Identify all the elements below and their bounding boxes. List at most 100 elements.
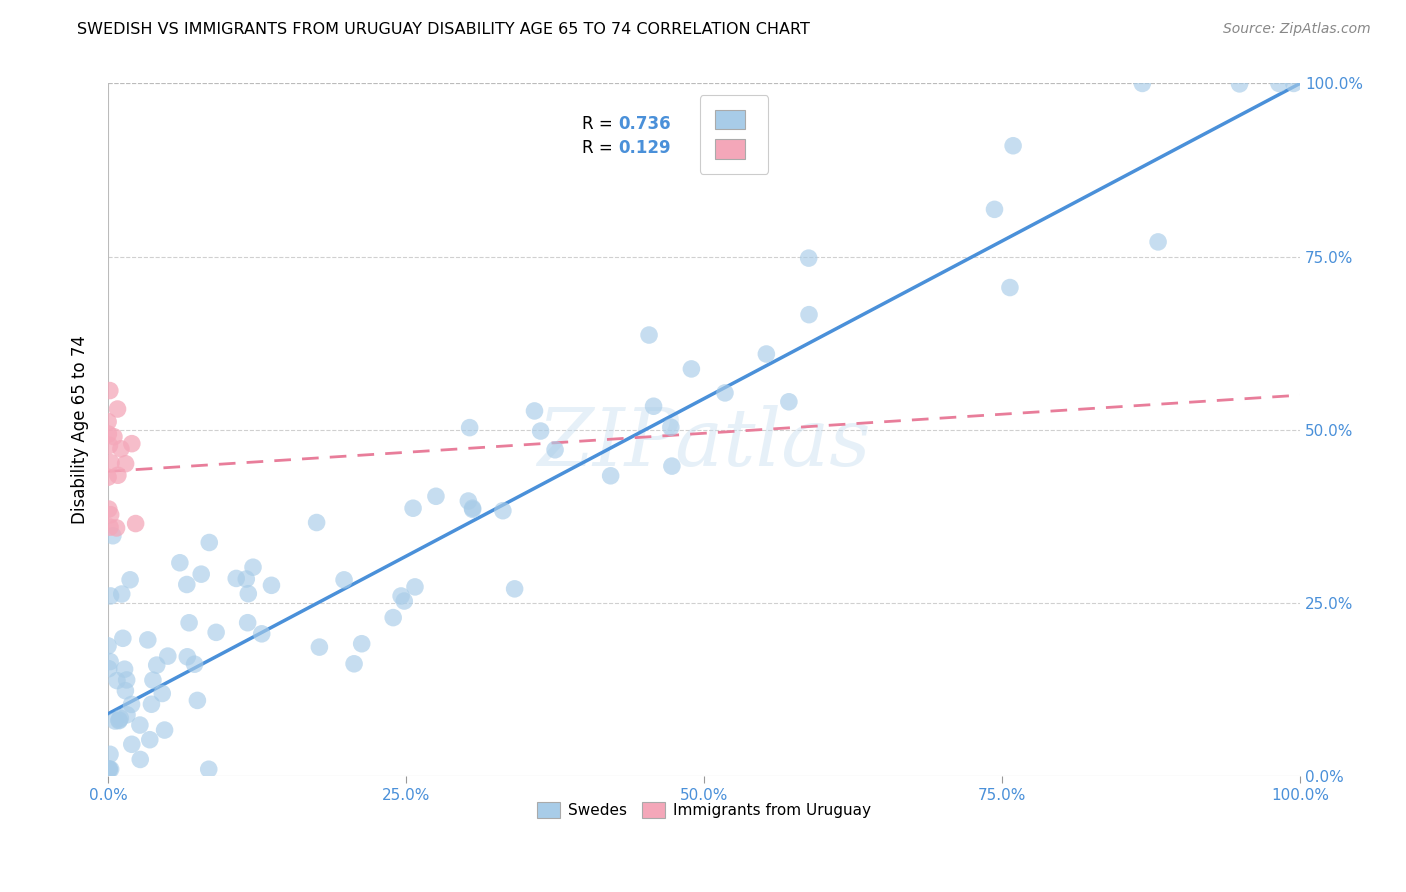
Point (186, 693, 208, 707)
Point (404, 580, 426, 594)
Point (350, 637, 373, 651)
Point (108, 713, 131, 727)
Text: 90: 90 (740, 114, 763, 133)
Point (120, 573, 142, 587)
Point (98, 384, 121, 398)
Point (98, 655, 121, 669)
Point (544, 442, 567, 457)
Point (115, 673, 138, 687)
Point (797, 308, 820, 322)
Point (97, 662, 120, 676)
Text: R =: R = (582, 114, 619, 133)
Point (177, 615, 200, 630)
Point (105, 521, 128, 535)
Point (153, 723, 176, 737)
Point (97, 639, 120, 653)
Y-axis label: Disability Age 65 to 74: Disability Age 65 to 74 (72, 335, 89, 524)
Point (169, 556, 191, 570)
Point (714, 385, 737, 400)
Point (100, 762, 122, 776)
Point (183, 657, 205, 672)
Point (308, 640, 330, 654)
Point (461, 502, 484, 516)
Point (97, 762, 120, 776)
Point (402, 501, 425, 516)
Text: R =: R = (582, 139, 619, 157)
Point (461, 501, 484, 516)
Point (797, 251, 820, 265)
Point (97, 470, 120, 484)
Point (205, 625, 228, 640)
Point (176, 649, 198, 664)
Point (136, 632, 159, 647)
Point (238, 587, 260, 601)
Point (139, 732, 162, 747)
Point (111, 587, 134, 601)
Point (458, 420, 481, 434)
Point (98, 438, 121, 452)
Point (1130, 77, 1153, 91)
Point (235, 572, 257, 586)
Point (523, 404, 546, 418)
Point (114, 457, 136, 471)
Point (1268, 77, 1291, 91)
Point (1147, 235, 1170, 249)
Point (100, 589, 122, 603)
Point (108, 714, 131, 728)
Point (115, 707, 138, 722)
Text: N =: N = (706, 139, 744, 157)
Point (104, 714, 127, 728)
Point (121, 436, 143, 450)
Point (150, 686, 173, 700)
Point (1282, 77, 1305, 91)
Point (638, 328, 661, 343)
Point (305, 516, 328, 530)
Point (190, 567, 212, 582)
Point (129, 752, 152, 766)
Text: SWEDISH VS IMMIGRANTS FROM URUGUAY DISABILITY AGE 65 TO 74 CORRELATION CHART: SWEDISH VS IMMIGRANTS FROM URUGUAY DISAB… (77, 22, 810, 37)
Point (145, 658, 167, 673)
Point (643, 399, 665, 413)
Point (142, 673, 165, 687)
Point (425, 489, 447, 503)
Point (242, 560, 264, 574)
Point (141, 698, 163, 712)
Point (98, 747, 121, 762)
Point (121, 737, 143, 751)
Text: 17: 17 (740, 139, 763, 157)
Point (198, 535, 221, 549)
Point (124, 516, 146, 531)
Point (103, 430, 125, 444)
Point (389, 589, 412, 603)
Point (394, 594, 416, 608)
Point (107, 468, 129, 483)
Point (100, 508, 122, 522)
Point (503, 582, 526, 596)
Point (105, 673, 128, 688)
Point (755, 347, 778, 361)
Point (599, 468, 621, 483)
Point (98, 762, 121, 776)
Text: ZIPatlas: ZIPatlas (537, 405, 870, 483)
Point (681, 362, 703, 376)
Point (110, 711, 132, 725)
Point (250, 627, 273, 641)
Point (225, 571, 247, 585)
Point (1229, 77, 1251, 91)
Point (111, 632, 134, 646)
Text: N =: N = (706, 114, 744, 133)
Point (107, 402, 129, 417)
Point (343, 657, 366, 671)
Point (97, 415, 120, 429)
Point (998, 280, 1021, 294)
Point (197, 762, 219, 776)
Point (236, 615, 259, 630)
Legend: Swedes, Immigrants from Uruguay: Swedes, Immigrants from Uruguay (531, 796, 877, 824)
Point (121, 698, 143, 712)
Point (176, 577, 198, 591)
Point (114, 683, 136, 698)
Point (457, 494, 479, 508)
Point (97, 427, 120, 442)
Point (983, 202, 1005, 217)
Text: 0.129: 0.129 (619, 139, 671, 157)
